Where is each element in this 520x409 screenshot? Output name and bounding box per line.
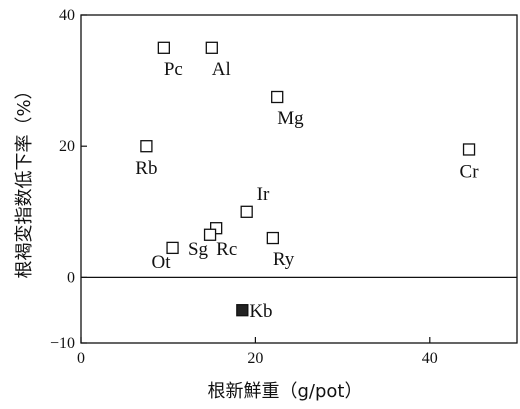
point-marker bbox=[157, 41, 170, 54]
point-marker bbox=[266, 231, 279, 245]
data-point-pc: Pc bbox=[157, 41, 183, 80]
point-label: Kb bbox=[249, 301, 272, 322]
x-axis-title: 根新鮮重（g/pot） bbox=[208, 381, 363, 402]
data-point-cr: Cr bbox=[460, 143, 480, 182]
x-tick-label: 40 bbox=[422, 350, 438, 367]
point-label: Rc bbox=[216, 239, 237, 260]
point-marker bbox=[240, 205, 253, 218]
data-points: Pc Al Mg Rb Cr Ir Rc Sg Ry Ot Kb bbox=[135, 41, 480, 322]
data-point-rb: Rb bbox=[135, 140, 157, 179]
y-tick-label: 40 bbox=[59, 7, 75, 24]
data-point-ir: Ir bbox=[240, 184, 270, 218]
point-marker bbox=[203, 228, 217, 241]
point-label: Ry bbox=[273, 249, 295, 270]
point-label: Pc bbox=[164, 59, 183, 80]
data-point-al: Al bbox=[205, 41, 231, 80]
point-marker bbox=[166, 241, 179, 255]
data-point-ot: Ot bbox=[152, 241, 179, 273]
point-marker bbox=[236, 304, 249, 317]
point-label: Ir bbox=[257, 184, 270, 205]
data-point-mg: Mg bbox=[271, 90, 304, 129]
point-label: Sg bbox=[188, 239, 209, 260]
point-label: Mg bbox=[277, 108, 304, 129]
y-tick-label: 0 bbox=[67, 269, 75, 286]
y-tick-label: −10 bbox=[50, 335, 75, 352]
y-axis-ticks: −10 0 20 40 bbox=[50, 7, 87, 352]
point-label: Ot bbox=[152, 252, 172, 273]
x-tick-label: 0 bbox=[77, 350, 85, 367]
point-label: Rb bbox=[135, 158, 157, 179]
point-label: Cr bbox=[460, 161, 480, 182]
data-point-kb: Kb bbox=[236, 301, 273, 322]
data-point-rc: Rc bbox=[210, 222, 237, 260]
data-point-ry: Ry bbox=[266, 231, 295, 270]
data-point-sg: Sg bbox=[188, 228, 217, 260]
y-axis-title: 根褐変指数低下率（%） bbox=[14, 81, 35, 278]
point-marker bbox=[205, 41, 218, 54]
point-marker bbox=[271, 90, 284, 104]
y-tick-label: 20 bbox=[59, 138, 75, 155]
point-label: Al bbox=[212, 59, 231, 80]
x-axis-ticks: 0 20 40 bbox=[77, 337, 438, 367]
point-marker bbox=[140, 140, 153, 153]
x-tick-label: 20 bbox=[247, 350, 263, 367]
point-marker bbox=[462, 143, 476, 156]
plot-frame bbox=[80, 14, 518, 344]
